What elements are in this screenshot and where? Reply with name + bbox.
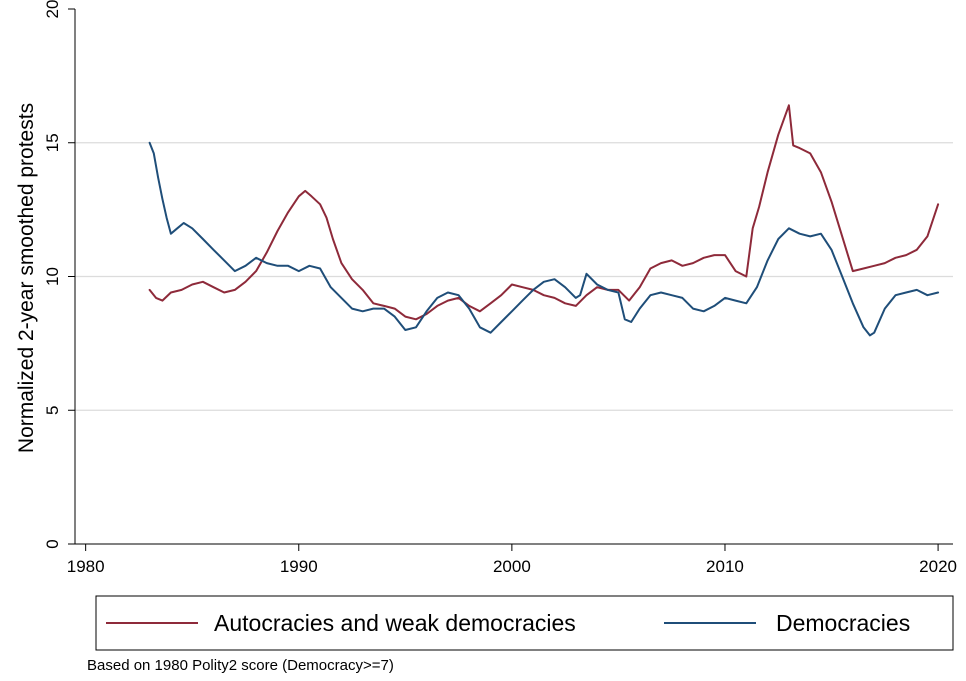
legend-label-autocracies: Autocracies and weak democracies bbox=[214, 610, 576, 636]
legend: Autocracies and weak democracies Democra… bbox=[95, 595, 954, 651]
legend-box bbox=[95, 595, 954, 651]
x-tick-label-1980: 1980 bbox=[67, 557, 105, 576]
y-tick-label-15: 15 bbox=[43, 133, 62, 152]
y-tick-label-0: 0 bbox=[43, 539, 62, 548]
x-axis-ticks: 1980 1990 2000 2010 2020 bbox=[67, 544, 957, 576]
x-tick-label-1990: 1990 bbox=[280, 557, 318, 576]
series-line-0 bbox=[148, 104, 940, 321]
series-line-1 bbox=[148, 141, 940, 337]
y-tick-label-20: 20 bbox=[43, 0, 62, 18]
y-tick-label-10: 10 bbox=[43, 267, 62, 286]
y-axis-ticks: 0 5 10 15 20 bbox=[43, 0, 75, 549]
x-tick-label-2020: 2020 bbox=[919, 557, 957, 576]
x-tick-label-2000: 2000 bbox=[493, 557, 531, 576]
y-tick-label-5: 5 bbox=[43, 406, 62, 415]
gridlines bbox=[75, 142, 953, 411]
y-axis-title: Normalized 2-year smoothed protests bbox=[15, 103, 38, 453]
x-tick-label-2010: 2010 bbox=[706, 557, 744, 576]
chart-note: Based on 1980 Polity2 score (Democracy>=… bbox=[87, 657, 394, 674]
legend-label-democracies: Democracies bbox=[776, 610, 910, 636]
series-lines bbox=[148, 104, 940, 337]
